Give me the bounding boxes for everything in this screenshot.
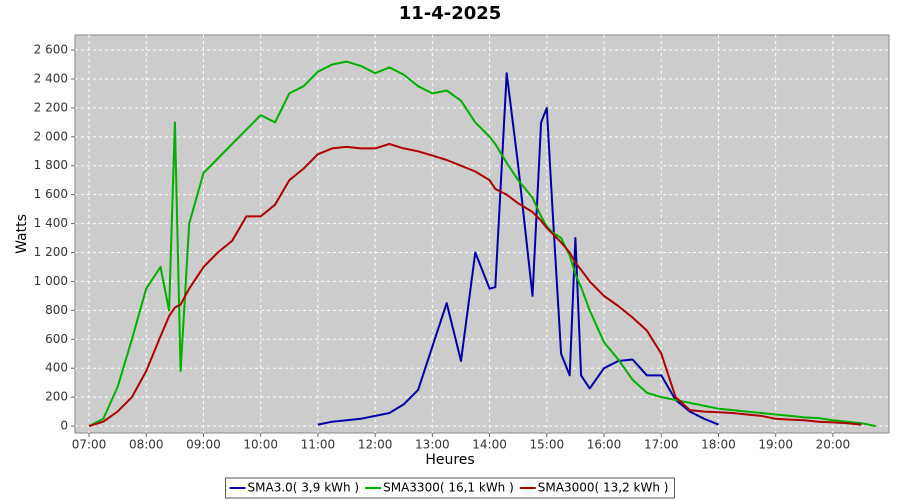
y-tick-label: 1 400 [34, 216, 68, 230]
y-tick-label: 1 600 [34, 187, 68, 201]
x-tick-label: 07:00 [72, 438, 107, 452]
y-tick-label: 800 [45, 303, 68, 317]
x-tick-label: 18:00 [701, 438, 736, 452]
grid [75, 35, 889, 433]
y-tick-label: 400 [45, 361, 68, 375]
y-tick-label: 200 [45, 390, 68, 404]
y-axis-label: Watts [14, 214, 30, 254]
series-line [88, 143, 862, 428]
x-tick-label: 09:00 [186, 438, 221, 452]
y-tick-label: 2 200 [34, 100, 68, 114]
x-tick-label: 08:00 [129, 438, 164, 452]
x-tick-label: 11:00 [301, 438, 336, 452]
legend-label: SMA3.0( 3,9 kWh ) [248, 481, 360, 495]
x-tick-label: 10:00 [243, 438, 278, 452]
legend [225, 477, 675, 499]
lines [88, 60, 876, 428]
x-tick-label: 14:00 [472, 438, 507, 452]
series-line [88, 60, 876, 428]
x-tick-label: 15:00 [530, 438, 565, 452]
x-tick-label: 13:00 [415, 438, 450, 452]
y-tick-label: 1 000 [34, 274, 68, 288]
x-tick-label: 19:00 [758, 438, 793, 452]
x-tick-label: 17:00 [644, 438, 679, 452]
x-tick-label: 20:00 [816, 438, 851, 452]
y-tick-label: 1 800 [34, 158, 68, 172]
plot-area [74, 34, 890, 434]
y-tick-label: 0 [60, 419, 68, 433]
x-tick-label: 16:00 [587, 438, 622, 452]
y-tick-label: 1 200 [34, 245, 68, 259]
legend-label: SMA3300( 16,1 kWh ) [383, 481, 514, 495]
chart-title: 11-4-2025 [399, 3, 502, 24]
y-tick-label: 2 400 [34, 71, 68, 85]
y-tick-label: 2 000 [34, 129, 68, 143]
y-tick-label: 2 600 [34, 43, 68, 57]
y-tick-label: 600 [45, 332, 68, 346]
legend-label: SMA3000( 13,2 kWh ) [538, 481, 669, 495]
x-axis-label: Heures [425, 452, 474, 468]
x-tick-label: 12:00 [358, 438, 393, 452]
